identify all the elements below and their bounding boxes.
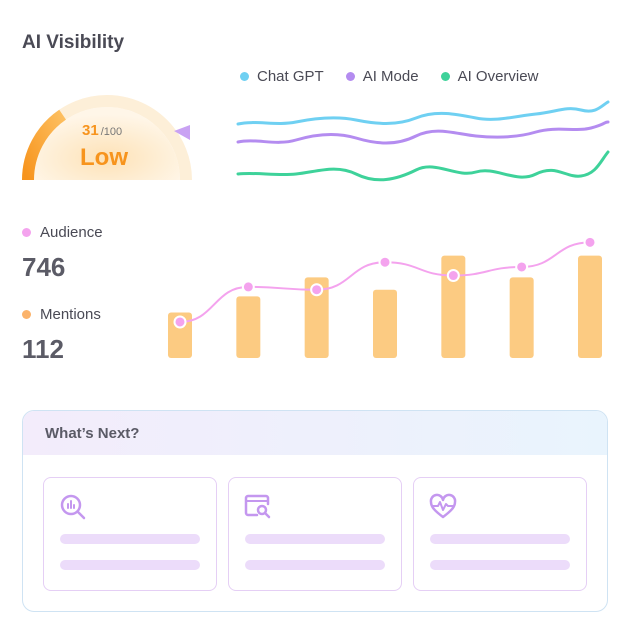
legend-ai-overview-dot <box>440 72 450 81</box>
mentions-bar <box>373 289 397 358</box>
audience-point <box>173 315 187 329</box>
chatgpt-line <box>236 100 610 126</box>
mentions-bar <box>304 277 329 358</box>
heart-pulse-icon <box>429 493 457 519</box>
legend-chatgpt-dot <box>240 72 249 81</box>
gauge-score-max: /100 <box>100 126 123 138</box>
tile-placeholder-line <box>60 534 200 544</box>
legend-chatgpt: Chat GPT <box>240 68 324 85</box>
audience-mentions-chart <box>168 235 602 358</box>
mentions-bar <box>236 296 261 358</box>
mentions-bar <box>578 255 602 358</box>
next-tile-3[interactable] <box>413 477 587 591</box>
next-tile-1[interactable] <box>43 477 217 591</box>
tile-placeholder-line <box>430 560 570 570</box>
mentions-label: Mentions <box>40 306 101 323</box>
whats-next-header: What’s Next? <box>23 411 607 455</box>
line-legend: Chat GPT AI Mode AI Overview <box>240 68 538 85</box>
gauge-pointer <box>174 125 190 140</box>
tile-placeholder-line <box>245 534 385 544</box>
legend-ai-mode-dot <box>345 72 355 81</box>
gauge-score-value: 31 <box>82 122 99 139</box>
gauge-level: Low <box>80 144 128 171</box>
mentions-value: 112 <box>22 334 64 364</box>
audience-stat-label: Audience <box>22 224 103 241</box>
trend-lines <box>236 100 610 182</box>
mentions-bar <box>509 277 534 358</box>
audience-point <box>583 235 597 249</box>
visibility-gauge <box>22 95 192 181</box>
audience-point <box>310 283 324 297</box>
whats-next-card: What’s Next? <box>22 410 608 612</box>
audience-point <box>378 255 392 269</box>
gauge-score: 31/100 <box>82 122 122 139</box>
mentions-bar <box>441 255 466 358</box>
legend-ai-mode-label: AI Mode <box>362 68 419 85</box>
mentions-stat-label: Mentions <box>22 306 101 323</box>
audience-value: 746 <box>22 252 66 282</box>
tile-placeholder-line <box>60 560 200 570</box>
audience-point <box>241 280 255 294</box>
whats-next-title: What’s Next? <box>45 424 140 442</box>
audience-label: Audience <box>40 224 103 241</box>
page-title: AI Visibility <box>22 32 125 53</box>
audience-point <box>446 269 460 283</box>
tile-placeholder-line <box>430 534 570 544</box>
legend-ai-overview: AI Overview <box>440 68 539 85</box>
tile-placeholder-line <box>245 560 385 570</box>
gauge-value-arc <box>22 109 67 181</box>
search-analytics-icon <box>60 494 86 520</box>
legend-ai-overview-label: AI Overview <box>457 68 539 85</box>
browser-search-icon <box>244 494 271 519</box>
legend-chatgpt-label: Chat GPT <box>257 68 324 85</box>
audience-point <box>515 260 529 274</box>
ai-mode-line <box>236 120 610 145</box>
next-tile-2[interactable] <box>228 477 402 591</box>
ai-overview-line <box>236 150 610 182</box>
audience-dot <box>22 228 31 237</box>
mentions-dot <box>22 310 31 319</box>
legend-ai-mode: AI Mode <box>345 68 419 85</box>
